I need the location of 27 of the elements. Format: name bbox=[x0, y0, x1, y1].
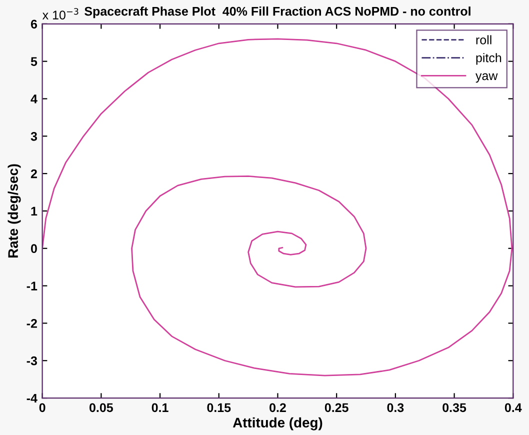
y-tick-label: 1 bbox=[31, 206, 38, 216]
x-tick-label: 0.2 bbox=[270, 403, 286, 412]
y-axis-title: Rate (deg/sec) bbox=[8, 164, 21, 258]
y-tick-label: -2 bbox=[26, 319, 37, 328]
y-tick-label: -3 bbox=[26, 356, 38, 366]
y-tick-label: -4 bbox=[26, 394, 38, 403]
x-tick-label: 0.05 bbox=[90, 403, 113, 412]
y-tick-label: -1 bbox=[26, 282, 38, 290]
x-tick-label: 0.3 bbox=[387, 403, 404, 412]
x-tick-label: 0.15 bbox=[207, 403, 231, 412]
y-tick-label: 3 bbox=[30, 132, 38, 141]
y-tick-label: 5 bbox=[30, 57, 38, 66]
y-tick-label: 6 bbox=[30, 20, 38, 29]
y-tick-label: 2 bbox=[30, 169, 37, 178]
chart-title: Spacecraft Phase Plot 40% Fill Fraction ACS NoPMD - no control bbox=[84, 6, 470, 18]
y-tick-label: 0 bbox=[31, 244, 37, 254]
legend-label: roll bbox=[476, 35, 492, 44]
x-tick-label: 0.1 bbox=[152, 403, 168, 412]
x-tick-label: 0.35 bbox=[442, 403, 466, 412]
x-tick-label: 0.4 bbox=[504, 403, 522, 412]
text: x 10$^{−3}$ bbox=[42, 8, 78, 20]
x-tick-label: 0 bbox=[39, 403, 46, 412]
x-axis-title: Attitude (deg) bbox=[232, 417, 322, 430]
x-tick-label: 0.25 bbox=[324, 403, 348, 412]
legend-label: yaw bbox=[476, 73, 498, 83]
y-tick-label: 4 bbox=[30, 94, 38, 104]
legend-label: pitch bbox=[476, 53, 502, 65]
